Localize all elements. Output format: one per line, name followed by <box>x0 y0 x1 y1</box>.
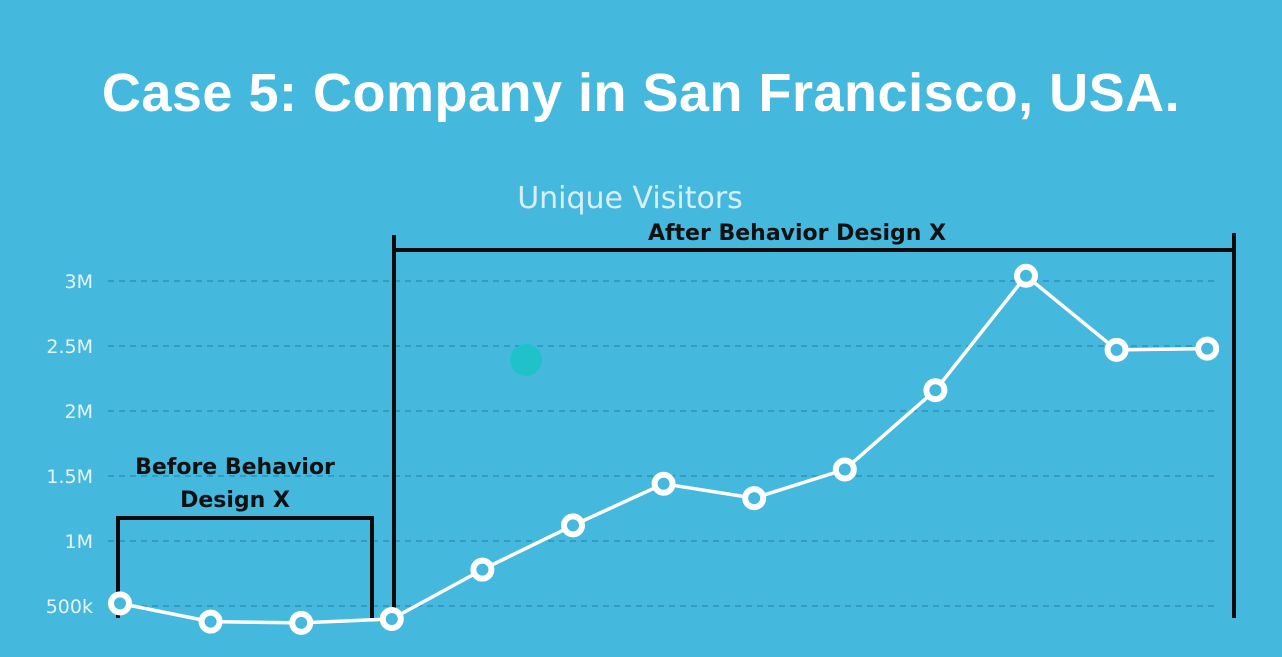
after-bracket <box>392 233 1236 618</box>
before-annotation-label: Design X <box>180 488 290 513</box>
data-point <box>470 557 495 582</box>
grid-layer <box>108 280 1215 607</box>
data-point <box>561 513 585 538</box>
y-tick-label: 2.5M <box>46 336 93 358</box>
data-point <box>198 609 223 634</box>
before-annotation-label: Before Behavior <box>135 455 335 480</box>
y-tick-label: 2M <box>65 401 93 423</box>
y-tick-label: 1.5M <box>46 466 93 488</box>
data-point <box>1104 337 1129 362</box>
chart-title: Unique Visitors <box>517 181 743 216</box>
data-point <box>289 610 314 635</box>
series-layer <box>108 263 1220 635</box>
y-tick-label: 3M <box>65 271 93 293</box>
y-tick-label: 500k <box>46 596 93 618</box>
series-line <box>119 274 1208 625</box>
after-annotation-label: After Behavior Design X <box>648 221 946 246</box>
data-point <box>651 471 676 496</box>
teal-marker-dot <box>510 344 542 376</box>
y-tick-label: 1M <box>65 531 93 553</box>
data-point <box>108 591 132 616</box>
y-axis: 500k 1M 1.5M 2M 2.5M 3M <box>46 271 93 618</box>
slide-title: Case 5: Company in San Francisco, USA. <box>101 63 1181 123</box>
data-point <box>742 486 767 511</box>
annotation-layer: Before Behavior Design X After Behavior De… <box>116 221 1236 618</box>
data-point <box>379 607 404 631</box>
data-point <box>1195 336 1220 361</box>
data-point <box>1014 263 1038 288</box>
data-point <box>923 378 948 403</box>
before-bracket <box>116 516 374 618</box>
data-point <box>832 457 857 482</box>
